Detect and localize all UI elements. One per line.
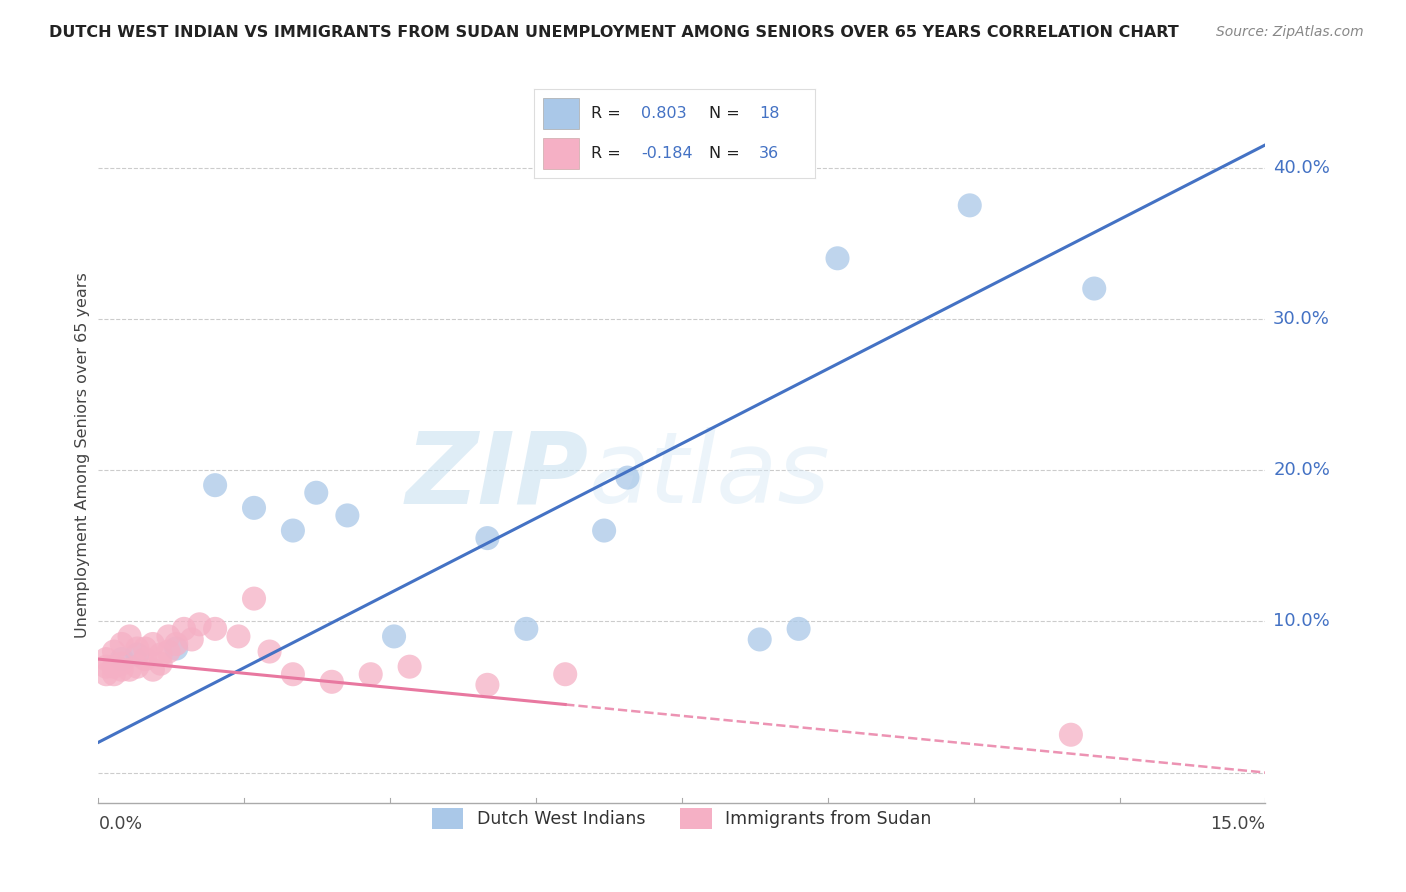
Text: 40.0%: 40.0% bbox=[1274, 159, 1330, 177]
Point bbox=[1083, 281, 1105, 295]
Text: R =: R = bbox=[591, 106, 626, 121]
Point bbox=[204, 622, 226, 636]
Point bbox=[382, 629, 405, 643]
Point bbox=[103, 644, 125, 658]
Point bbox=[593, 524, 616, 538]
Point bbox=[398, 659, 420, 673]
Point bbox=[157, 644, 180, 658]
Text: 20.0%: 20.0% bbox=[1274, 461, 1330, 479]
Text: 0.803: 0.803 bbox=[641, 106, 686, 121]
Point bbox=[111, 657, 134, 671]
Point bbox=[142, 637, 165, 651]
Point bbox=[96, 659, 118, 673]
Point bbox=[103, 659, 125, 673]
Point bbox=[477, 678, 499, 692]
Point bbox=[360, 667, 382, 681]
Point bbox=[477, 531, 499, 545]
Point bbox=[127, 659, 149, 673]
Text: N =: N = bbox=[709, 146, 745, 161]
Text: R =: R = bbox=[591, 146, 626, 161]
Point bbox=[281, 667, 304, 681]
Point bbox=[204, 478, 226, 492]
Point bbox=[118, 663, 141, 677]
Point bbox=[157, 629, 180, 643]
Point bbox=[111, 637, 134, 651]
Text: 0.0%: 0.0% bbox=[98, 815, 142, 833]
Point bbox=[127, 641, 149, 656]
Text: 10.0%: 10.0% bbox=[1274, 612, 1330, 631]
Point bbox=[827, 252, 849, 266]
Point bbox=[748, 632, 770, 647]
Point bbox=[554, 667, 576, 681]
Point bbox=[149, 648, 172, 662]
FancyBboxPatch shape bbox=[543, 98, 579, 129]
Text: ZIP: ZIP bbox=[405, 427, 589, 524]
Text: 36: 36 bbox=[759, 146, 779, 161]
Point bbox=[228, 629, 250, 643]
Point bbox=[134, 652, 156, 666]
Text: 30.0%: 30.0% bbox=[1274, 310, 1330, 327]
Text: Source: ZipAtlas.com: Source: ZipAtlas.com bbox=[1216, 25, 1364, 39]
Point bbox=[142, 663, 165, 677]
Point bbox=[259, 644, 281, 658]
Text: 15.0%: 15.0% bbox=[1211, 815, 1265, 833]
Text: 18: 18 bbox=[759, 106, 780, 121]
Point bbox=[336, 508, 359, 523]
Y-axis label: Unemployment Among Seniors over 65 years: Unemployment Among Seniors over 65 years bbox=[75, 272, 90, 638]
Point bbox=[1060, 728, 1083, 742]
Point bbox=[149, 657, 172, 671]
Text: DUTCH WEST INDIAN VS IMMIGRANTS FROM SUDAN UNEMPLOYMENT AMONG SENIORS OVER 65 YE: DUTCH WEST INDIAN VS IMMIGRANTS FROM SUD… bbox=[49, 25, 1180, 40]
Point bbox=[305, 485, 328, 500]
Point bbox=[127, 648, 149, 662]
Point bbox=[103, 667, 125, 681]
Point bbox=[188, 617, 211, 632]
Text: -0.184: -0.184 bbox=[641, 146, 693, 161]
Point bbox=[243, 591, 266, 606]
Point bbox=[96, 652, 118, 666]
Text: N =: N = bbox=[709, 106, 745, 121]
Point bbox=[515, 622, 537, 636]
Point bbox=[173, 622, 195, 636]
Point bbox=[111, 663, 134, 677]
Point bbox=[180, 632, 202, 647]
Point bbox=[165, 641, 187, 656]
Point bbox=[321, 674, 343, 689]
Point bbox=[616, 470, 638, 484]
Point bbox=[134, 641, 156, 656]
Legend: Dutch West Indians, Immigrants from Sudan: Dutch West Indians, Immigrants from Suda… bbox=[425, 801, 939, 836]
FancyBboxPatch shape bbox=[543, 138, 579, 169]
Point bbox=[787, 622, 810, 636]
Point bbox=[118, 629, 141, 643]
Point bbox=[96, 667, 118, 681]
Text: atlas: atlas bbox=[589, 427, 830, 524]
Point bbox=[243, 500, 266, 515]
Point bbox=[165, 637, 187, 651]
Point bbox=[959, 198, 981, 212]
Point bbox=[281, 524, 304, 538]
Point bbox=[111, 652, 134, 666]
